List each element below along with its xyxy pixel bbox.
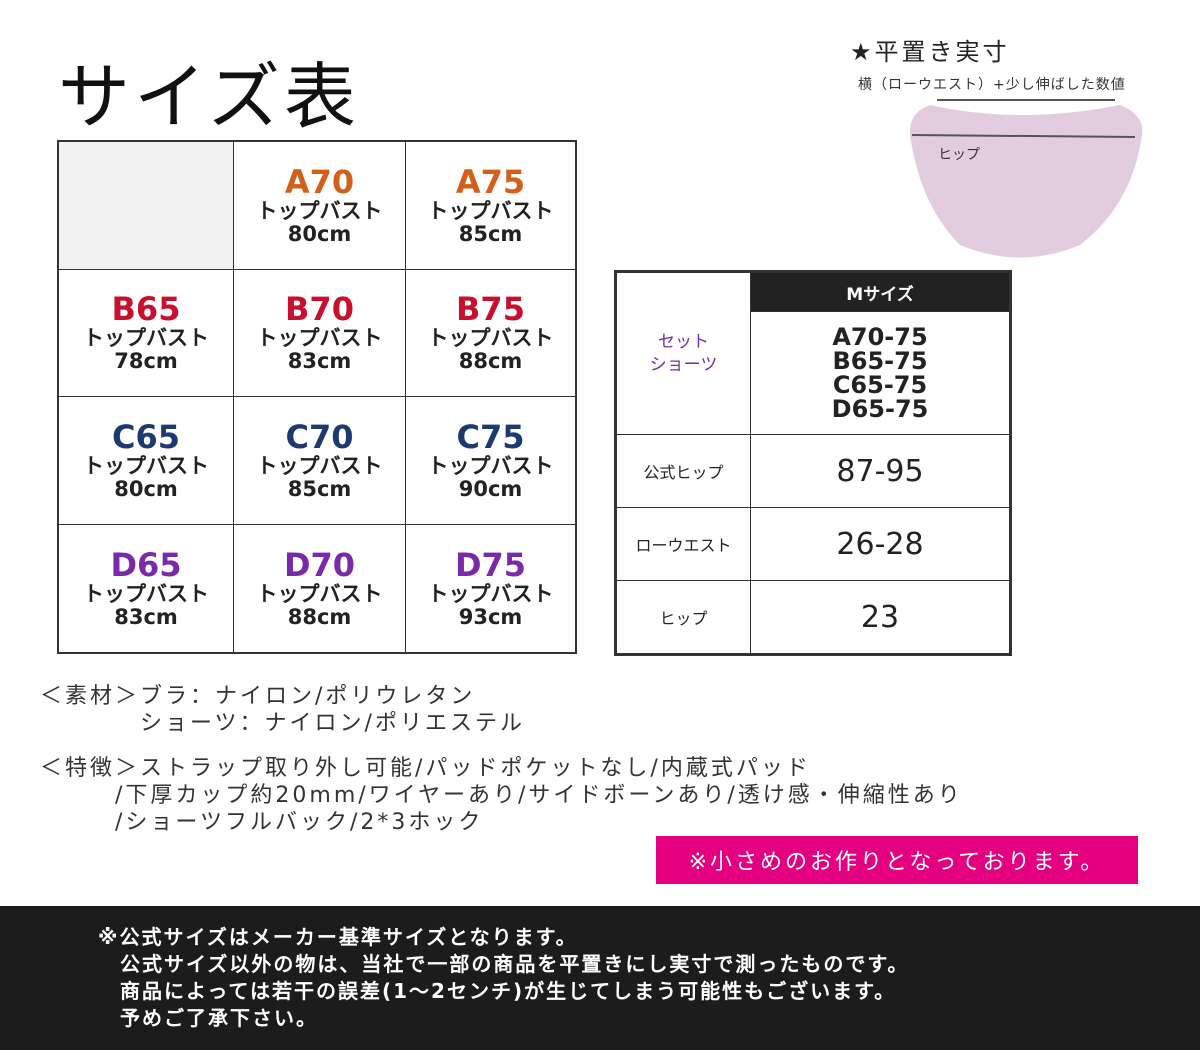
m-size-header: Mサイズ [750, 272, 1010, 312]
size-cell: D75 トップバスト 93cm [406, 525, 575, 653]
cup-size: A70 [284, 162, 355, 201]
top-bust-value: 80cm [287, 221, 352, 246]
page-title: サイズ表 [58, 55, 360, 139]
measurement-table: セット ショーツ Mサイズ A70-75 B65-75 C65-75 D65-75 公式… [614, 270, 1012, 656]
size-cell: B70 トップバスト 83cm [234, 269, 406, 397]
size-cell: A70 トップバスト 80cm [234, 142, 406, 270]
top-bust-label: トップバスト [256, 198, 383, 223]
top-bust-label: トップバスト [256, 453, 383, 478]
cup-size: D75 [454, 545, 527, 584]
size-grid: A70 トップバスト 80cm A75 トップバスト 85cm B65 トップバスト 78cm B… [57, 140, 577, 654]
top-bust-label: トップバスト [83, 581, 209, 606]
cup-size: C70 [285, 417, 354, 456]
shorts-illustration: ヒップ [909, 99, 1143, 258]
hip-arrow [911, 134, 1136, 138]
table-row: ヒップ 23 [616, 580, 1010, 654]
top-bust-value: 78cm [114, 349, 178, 374]
table-row: ローウエスト 26-28 [616, 507, 1010, 581]
diagram-title: ★平置き実寸 [850, 38, 1010, 66]
cup-size: C65 [111, 417, 180, 456]
top-bust-label: トップバスト [427, 453, 554, 478]
top-bust-label: トップバスト [427, 581, 554, 606]
diagram-subtitle: 横（ローウエスト）+少し伸ばした数値 [858, 77, 1126, 93]
hip-label: ヒップ [938, 147, 980, 163]
top-bust-value: 83cm [287, 349, 352, 374]
size-cell: B65 トップバスト 78cm [59, 269, 234, 397]
footer-notice: ※公式サイズはメーカー基準サイズとなります。 公式サイズ以外の物は、当社で一部の… [0, 906, 1200, 1050]
top-bust-label: トップバスト [256, 581, 383, 606]
shorts-shape [909, 105, 1143, 258]
size-cell: B75 トップバスト 88cm [406, 270, 575, 397]
top-bust-value: 88cm [287, 604, 352, 629]
cup-size: B65 [111, 290, 181, 329]
top-bust-label: トップバスト [427, 326, 554, 351]
cup-size: D70 [283, 545, 356, 584]
top-bust-label: トップバスト [83, 326, 209, 351]
size-cell: A75 トップバスト 85cm [406, 142, 575, 270]
set-shorts-label: セット ショーツ [616, 272, 751, 435]
size-cell: D65 トップバスト 83cm [59, 524, 234, 652]
top-bust-value: 80cm [114, 476, 178, 501]
size-cell: D70 トップバスト 88cm [234, 524, 406, 652]
top-bust-label: トップバスト [256, 326, 383, 351]
top-bust-value: 90cm [458, 476, 523, 501]
table-row: 公式ヒップ 87-95 [616, 434, 1010, 508]
empty-cell [59, 142, 234, 270]
cup-size: A75 [455, 162, 526, 201]
top-bust-label: トップバスト [427, 198, 554, 223]
top-bust-label: トップバスト [83, 453, 209, 478]
size-cell: C70 トップバスト 85cm [234, 397, 406, 525]
cup-size: D65 [110, 545, 182, 584]
top-bust-value: 83cm [114, 604, 178, 629]
small-fit-banner: ※小さめのお作りとなっております。 [656, 836, 1138, 884]
top-bust-value: 85cm [458, 221, 523, 246]
cup-size: B75 [456, 290, 525, 329]
product-notes: ＜素材＞ブラ：ナイロン/ポリウレタン ショーツ：ナイロン/ポリエステル ＜特徴＞… [40, 684, 963, 835]
cup-size: C75 [456, 417, 525, 456]
m-size-range: A70-75 B65-75 C65-75 D65-75 [750, 311, 1010, 435]
top-bust-value: 88cm [458, 349, 523, 374]
cup-size: B70 [285, 290, 354, 329]
size-cell: C75 トップバスト 90cm [406, 397, 575, 525]
top-bust-value: 93cm [458, 604, 523, 629]
top-bust-value: 85cm [287, 476, 352, 501]
size-cell: C65 トップバスト 80cm [59, 397, 234, 525]
